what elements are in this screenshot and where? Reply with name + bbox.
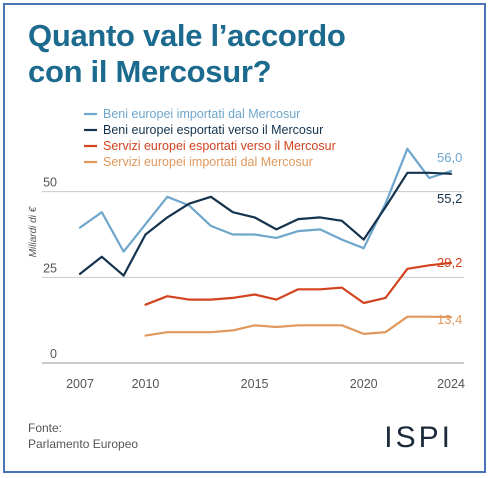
chart-title: Quanto vale l’accordo con il Mercosur? (28, 18, 468, 90)
x-tick-2020: 2020 (350, 377, 378, 391)
source-label: Fonte: (28, 421, 63, 435)
grid-lines (42, 191, 464, 364)
legend: Beni europei importati dal Mercosur Beni … (84, 107, 336, 169)
chart-title-line-2: con il Mercosur? (28, 54, 272, 89)
y-axis-label: Miliardi di € (28, 206, 39, 257)
y-tick-labels: 0 25 50 (43, 176, 57, 361)
series-lines (78, 147, 453, 337)
chart-title-line-1: Quanto vale l’accordo (28, 18, 346, 53)
source-note: Fonte: Parlamento Europeo (28, 420, 138, 452)
legend-label-1: Beni europei importati dal Mercosur (103, 107, 300, 121)
legend-label-3: Servizi europei esportati verso il Merco… (103, 139, 336, 153)
x-tick-2007: 2007 (66, 377, 94, 391)
chart-frame (3, 3, 486, 473)
series-line-2 (78, 171, 453, 277)
x-tick-2015: 2015 (241, 377, 269, 391)
y-tick-0: 0 (50, 347, 57, 361)
series-line-4 (144, 315, 453, 337)
x-tick-2024: 2024 (437, 377, 465, 391)
end-label-4: 13,4 (437, 312, 462, 327)
end-label-3: 29,2 (437, 255, 462, 270)
end-value-labels: 56,0 55,2 29,2 13,4 (437, 150, 462, 327)
y-tick-50: 50 (43, 176, 57, 190)
end-label-1: 56,0 (437, 150, 462, 165)
legend-label-2: Beni europei esportati verso il Mercosur (103, 123, 323, 137)
series-line-1 (78, 147, 453, 253)
ispi-logo: ISPI (384, 421, 453, 454)
y-tick-25: 25 (43, 261, 57, 275)
legend-label-4: Servizi europei importati dal Mercosur (103, 155, 313, 169)
source-name: Parlamento Europeo (28, 437, 139, 451)
end-label-2: 55,2 (437, 191, 462, 206)
series-line-3 (144, 261, 453, 306)
x-tick-2010: 2010 (132, 377, 160, 391)
x-tick-labels: 2007 2010 2015 2020 2024 (66, 377, 465, 391)
